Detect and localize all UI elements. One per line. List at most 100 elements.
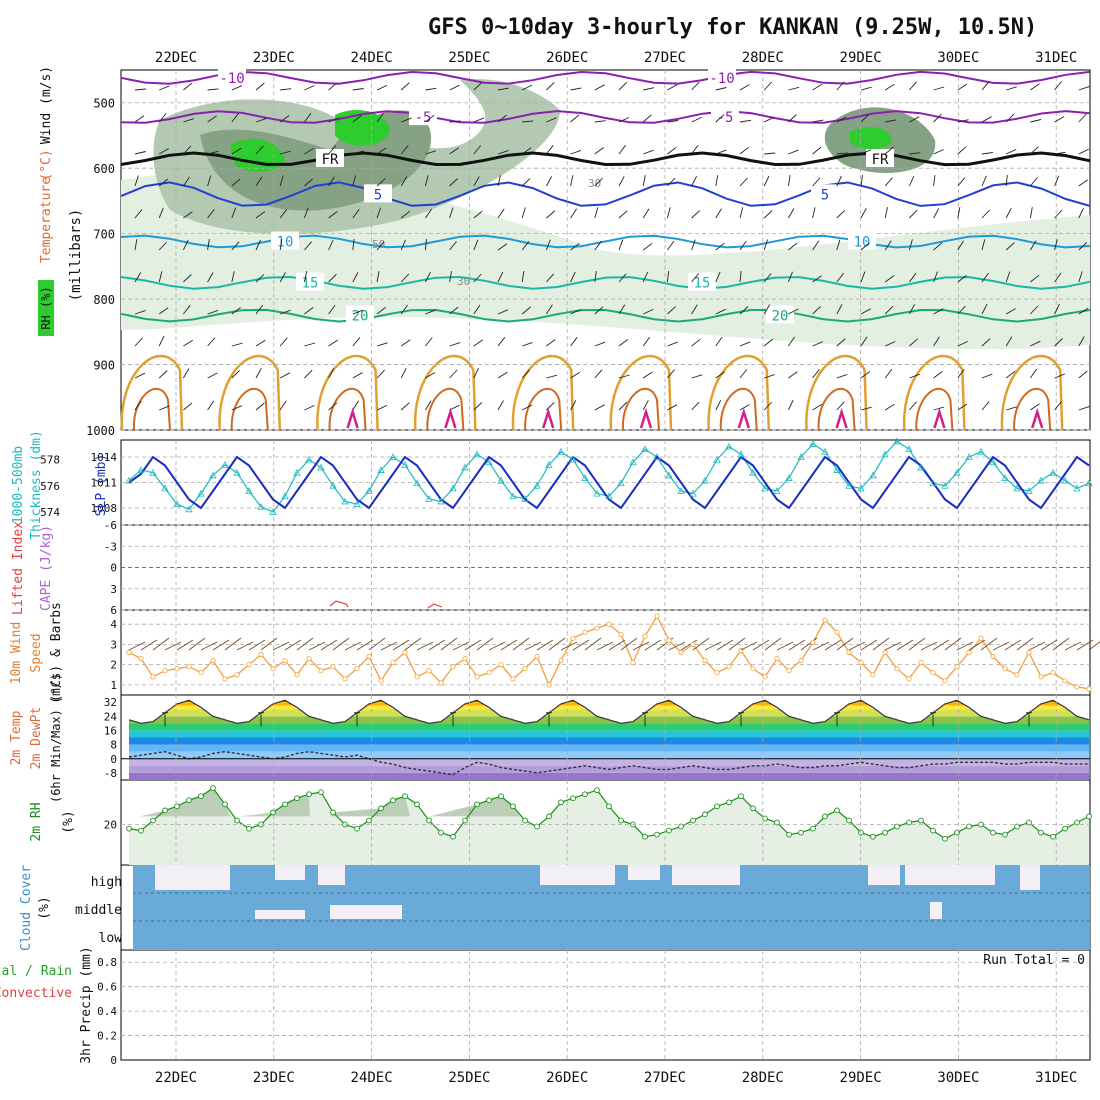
wind-speed-point bbox=[594, 625, 600, 631]
wind-barb bbox=[884, 305, 894, 315]
wind-speed-point bbox=[258, 651, 264, 658]
wind-barb bbox=[352, 88, 364, 91]
rh-point bbox=[894, 823, 900, 830]
wind-barb bbox=[1040, 639, 1058, 651]
temperature-contour bbox=[1013, 387, 1052, 431]
wind-barb bbox=[728, 637, 746, 651]
wind-barb bbox=[992, 641, 1010, 651]
cloud-clear-gap bbox=[155, 865, 230, 890]
date-label-top: 24DEC bbox=[351, 50, 393, 66]
wind-speed-point bbox=[186, 664, 192, 670]
wind-speed-point bbox=[918, 659, 924, 666]
slp-tick-label: 1014 bbox=[91, 451, 118, 464]
wind-barb bbox=[425, 150, 437, 155]
wind-barb bbox=[884, 177, 893, 187]
wind-barb bbox=[691, 401, 700, 411]
wind-barb bbox=[594, 369, 603, 379]
date-label-top: 22DEC bbox=[155, 50, 197, 66]
wind-barb bbox=[159, 405, 170, 411]
wind-barb bbox=[667, 84, 678, 91]
temperature-band bbox=[129, 758, 1089, 766]
wind-barb bbox=[400, 402, 410, 411]
wind-barb bbox=[594, 177, 603, 187]
thickness-point bbox=[365, 487, 373, 494]
lifted-index-panel: -6 -3 0 3 6 bbox=[104, 519, 1090, 617]
wind-barb bbox=[512, 637, 530, 651]
wind-barb bbox=[352, 150, 364, 155]
wind-barb bbox=[570, 149, 582, 155]
chart-title: GFS 0~10day 3-hourly for KANKAN (9.25W, … bbox=[428, 15, 1037, 40]
wind-barb bbox=[231, 113, 239, 123]
slp-tick-label: 1011 bbox=[91, 477, 118, 490]
wind-barb bbox=[255, 402, 265, 411]
cloud-level-label: middle bbox=[75, 903, 122, 918]
rh-point bbox=[1038, 829, 1044, 836]
wind-barb bbox=[968, 639, 986, 651]
wind-barb bbox=[183, 274, 192, 283]
contour-label-bg bbox=[688, 272, 716, 291]
wind-barb bbox=[212, 639, 230, 651]
wind-barb bbox=[473, 145, 482, 155]
thickness-point bbox=[557, 447, 565, 455]
wind-barb bbox=[763, 304, 771, 315]
wind-speed-point bbox=[1002, 666, 1008, 672]
wind-speed-point bbox=[510, 676, 516, 682]
contour-label-bg bbox=[766, 305, 794, 324]
wind-barb bbox=[800, 637, 818, 651]
cloud-cover-panel: high middle low bbox=[75, 865, 1090, 950]
thickness-point bbox=[893, 437, 901, 445]
wind-barb bbox=[352, 115, 362, 123]
wind-speed-point bbox=[882, 649, 888, 656]
wind-speed-point bbox=[846, 649, 852, 656]
temperature-contour bbox=[120, 70, 1091, 85]
wind-barb bbox=[152, 637, 170, 651]
wind-barb bbox=[1054, 81, 1062, 91]
wind-barb bbox=[1030, 403, 1040, 411]
wind-barb bbox=[618, 144, 626, 155]
wind-barb bbox=[643, 87, 655, 91]
wind-speed-point bbox=[522, 666, 528, 672]
wind-barb bbox=[594, 404, 605, 411]
wind-barb bbox=[957, 368, 965, 379]
wind-barb bbox=[546, 374, 558, 379]
wind-barb bbox=[836, 373, 848, 379]
thickness-point bbox=[857, 484, 865, 492]
wind-barb bbox=[400, 304, 408, 315]
thickness-point bbox=[797, 453, 805, 460]
wind-barb bbox=[667, 120, 679, 123]
wind-barb bbox=[255, 368, 262, 379]
rh-point bbox=[858, 829, 864, 836]
wind-barb bbox=[521, 241, 530, 251]
wind-barb bbox=[909, 152, 921, 155]
wind-speed-point bbox=[342, 676, 348, 682]
wind-barb bbox=[909, 304, 915, 315]
date-label-bottom: 30DEC bbox=[937, 1070, 979, 1086]
wind-barb bbox=[134, 151, 146, 155]
wind-barb bbox=[1054, 338, 1063, 347]
contour-label-bg bbox=[316, 149, 344, 168]
thickness-unit-label: Thickness (dm) bbox=[29, 430, 44, 540]
wind-barb bbox=[667, 369, 675, 379]
wind-barb bbox=[280, 150, 291, 155]
rh-point bbox=[966, 823, 972, 830]
wind-barb bbox=[812, 146, 822, 155]
wind-barb bbox=[570, 336, 578, 347]
wind-speed-point bbox=[1086, 686, 1092, 692]
wind-barb bbox=[200, 641, 218, 651]
thickness-tick-label: 576 bbox=[40, 480, 60, 493]
wind-barb bbox=[812, 641, 830, 651]
rh-point bbox=[318, 789, 324, 795]
wind-speed-point bbox=[966, 649, 972, 656]
wind-speed-point bbox=[990, 653, 996, 660]
rh-point bbox=[774, 819, 780, 826]
thickness-point bbox=[725, 442, 733, 450]
wind-speed-point bbox=[774, 655, 780, 662]
contour-label: 10 bbox=[277, 234, 294, 250]
temperature-contour bbox=[621, 387, 660, 431]
temperature-contour bbox=[328, 387, 367, 431]
wind-barb bbox=[691, 210, 701, 219]
thickness-point bbox=[1001, 474, 1009, 481]
wind-barb bbox=[352, 400, 359, 411]
thickness-point bbox=[785, 474, 793, 481]
wind-speed-point bbox=[354, 666, 360, 672]
